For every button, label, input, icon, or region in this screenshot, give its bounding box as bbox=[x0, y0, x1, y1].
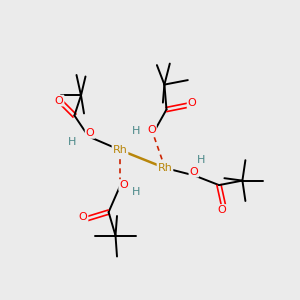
Text: O: O bbox=[218, 205, 226, 215]
Text: O: O bbox=[189, 167, 198, 177]
Text: Rh: Rh bbox=[158, 163, 172, 173]
Text: H: H bbox=[132, 125, 140, 136]
Text: H: H bbox=[197, 155, 206, 165]
Text: O: O bbox=[119, 180, 128, 190]
Text: O: O bbox=[188, 98, 196, 108]
Text: H: H bbox=[68, 137, 76, 147]
Text: O: O bbox=[79, 212, 88, 223]
Text: O: O bbox=[147, 125, 156, 135]
Text: O: O bbox=[55, 95, 64, 106]
Text: H: H bbox=[131, 187, 140, 197]
Text: Rh: Rh bbox=[112, 145, 128, 155]
Text: O: O bbox=[85, 128, 94, 138]
